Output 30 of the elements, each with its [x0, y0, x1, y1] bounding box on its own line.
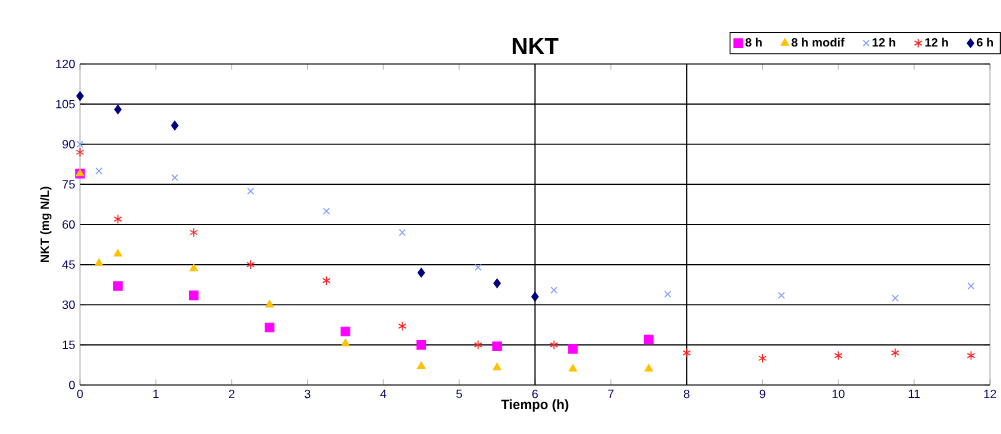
x-tick-label: 2: [228, 389, 235, 399]
y-tick-label: 60: [62, 220, 75, 229]
x-tick-label: 5: [456, 389, 462, 399]
y-tick-label: 105: [56, 99, 75, 109]
y-tick-label: 120: [56, 59, 75, 69]
legend-label: 8 h modif: [791, 37, 845, 47]
x-tick-label: 1: [153, 389, 159, 398]
y-tick-label: 75: [62, 180, 75, 189]
legend-label: 6 h: [976, 37, 993, 47]
x-tick-label: 6: [532, 389, 538, 399]
x-tick-label: 7: [608, 389, 614, 398]
x-tick-label: 10: [832, 389, 845, 399]
x-tick-label: 4: [380, 389, 387, 398]
x-tick-label: 11: [908, 389, 920, 398]
x-axis-title: Tiempo (h): [501, 399, 569, 412]
legend-label: 12 h: [925, 37, 948, 47]
y-axis-title: NKT (mg N/L): [40, 186, 52, 263]
x-tick-label: 8: [683, 389, 690, 399]
legend-label: 8 h: [745, 37, 762, 47]
y-tick-label: 90: [62, 139, 75, 149]
x-tick-label: 0: [77, 389, 83, 399]
y-tick-label: 15: [62, 340, 75, 350]
y-tick-label: 45: [62, 260, 75, 269]
x-tick-label: 9: [759, 389, 766, 399]
legend-label: 12 h: [872, 37, 896, 47]
x-tick-label: 12: [984, 389, 997, 399]
chart-title: NKT: [512, 38, 559, 54]
x-tick-label: 3: [304, 389, 311, 399]
y-tick-label: 0: [69, 380, 75, 390]
y-tick-label: 30: [62, 300, 75, 309]
